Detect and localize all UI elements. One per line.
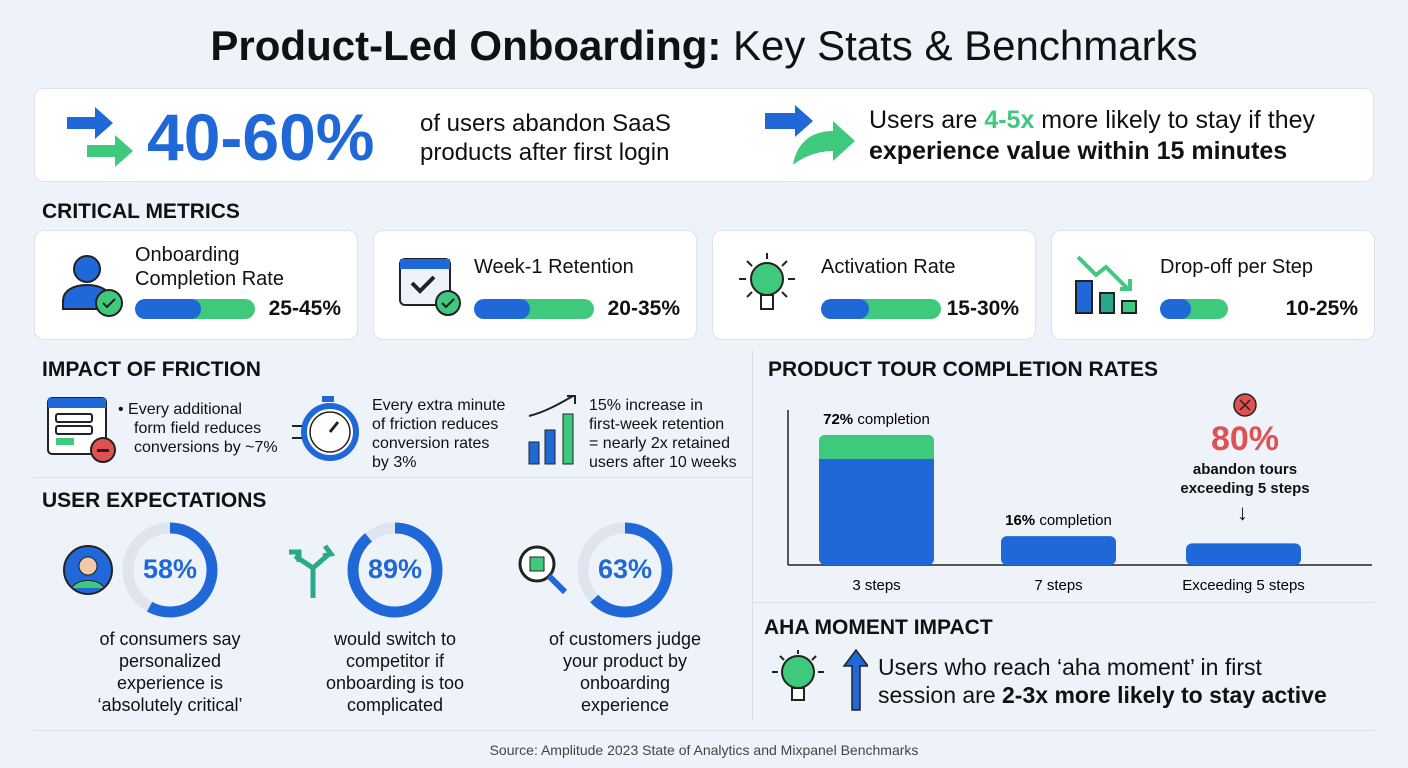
aha-text: Users who reach ‘aha moment’ in first ses… bbox=[878, 654, 1327, 708]
friction-item-minute: Every extra minute of friction reduces con… bbox=[372, 397, 506, 471]
donut-chart bbox=[122, 522, 218, 618]
metric-value: 10-25% bbox=[1285, 297, 1358, 320]
metric-value: 20-35% bbox=[607, 297, 680, 320]
abandon-text: of users abandon SaaS products after firs… bbox=[420, 110, 671, 166]
metric-bar bbox=[821, 299, 941, 319]
source-note: Source: Amplitude 2023 State of Analytic… bbox=[489, 742, 919, 758]
tour-heading: PRODUCT TOUR COMPLETION RATES bbox=[768, 358, 1159, 381]
bar bbox=[1001, 536, 1116, 565]
data-label: 72% completion bbox=[823, 411, 930, 428]
metric-label: Activation Rate bbox=[821, 256, 956, 278]
metric-bar bbox=[1160, 299, 1228, 319]
donut-value: 89% bbox=[367, 554, 423, 584]
page-title: Product-Led Onboarding: Key Stats & Benc… bbox=[210, 22, 1198, 69]
donut-caption: of customers judge your product by onboard… bbox=[548, 629, 702, 715]
x-tick-label: 7 steps bbox=[1034, 577, 1082, 594]
expectations-heading: USER EXPECTATIONS bbox=[42, 489, 267, 512]
metric-card: Drop-off per Step 10-25% bbox=[1051, 230, 1375, 340]
abandon-label: abandon tours exceeding 5 steps bbox=[1180, 461, 1310, 497]
user-check-icon bbox=[62, 255, 123, 317]
friction-heading: IMPACT OF FRICTION bbox=[42, 358, 261, 381]
bar-top-segment bbox=[819, 449, 934, 459]
calendar-check-icon bbox=[399, 258, 461, 316]
lightbulb-icon bbox=[739, 253, 795, 310]
arrows-icon bbox=[67, 107, 133, 167]
abandon-stat: 40-60% bbox=[147, 100, 375, 174]
search-product-icon bbox=[518, 545, 568, 595]
metric-card: Activation Rate 15-30% bbox=[712, 230, 1036, 340]
abandon-pct: 80% bbox=[1210, 420, 1280, 458]
metric-label: Week-1 Retention bbox=[474, 256, 634, 278]
divider bbox=[34, 477, 752, 478]
friction-item-form: • Every additional form field reduces conv… bbox=[118, 401, 278, 456]
divider bbox=[34, 730, 1374, 731]
divider bbox=[752, 602, 1374, 603]
donut-caption: would switch to competitor if onboarding i… bbox=[325, 629, 465, 715]
retention-text: Users are 4-5x more likely to stay if th… bbox=[869, 106, 1316, 165]
growth-chart-icon bbox=[528, 395, 576, 465]
declining-chart-icon bbox=[1075, 255, 1137, 314]
metric-bar bbox=[135, 299, 255, 319]
x-tick-label: Exceeding 5 steps bbox=[1182, 577, 1305, 594]
hero-banner: 40-60% of users abandon SaaS products aft… bbox=[34, 88, 1374, 182]
donut-caption: of consumers say personalized experience i… bbox=[97, 629, 243, 715]
metric-value: 15-30% bbox=[946, 297, 1019, 320]
metric-bar bbox=[474, 299, 594, 319]
donut-chart bbox=[577, 522, 673, 618]
x-tick-label: 3 steps bbox=[852, 577, 900, 594]
critical-metrics-heading: CRITICAL METRICS bbox=[42, 200, 240, 223]
data-label: 16% completion bbox=[1005, 512, 1112, 529]
metric-value: 25-45% bbox=[268, 297, 341, 320]
donut-arc bbox=[347, 522, 443, 618]
bar bbox=[819, 435, 934, 565]
donut-value: 63% bbox=[597, 554, 653, 584]
donut-arc bbox=[122, 522, 218, 618]
metric-label: Onboarding Completion Rate bbox=[135, 244, 284, 290]
bar bbox=[1186, 543, 1301, 565]
donut-chart bbox=[347, 522, 443, 618]
stopwatch-icon bbox=[292, 396, 359, 461]
direction-arrows-icon bbox=[289, 544, 336, 598]
donut-arc bbox=[577, 522, 673, 618]
error-x-icon bbox=[1233, 393, 1257, 417]
lightbulb-up-icon bbox=[772, 648, 868, 711]
metric-card: Onboarding Completion Rate 25-45% bbox=[34, 230, 358, 340]
metric-label: Drop-off per Step bbox=[1160, 256, 1314, 278]
metric-card: Week-1 Retention 20-35% bbox=[373, 230, 697, 340]
down-arrow-icon: ↓ bbox=[1237, 500, 1248, 525]
friction-item-retention: 15% increase in first-week retention = nea… bbox=[589, 397, 737, 471]
curved-arrow-icon bbox=[765, 105, 855, 165]
divider bbox=[752, 350, 753, 720]
person-icon bbox=[63, 545, 113, 595]
donut-value: 58% bbox=[142, 554, 198, 584]
aha-heading: AHA MOMENT IMPACT bbox=[764, 616, 993, 639]
tour-chart: 3 steps 72% completion 7 steps 16% completi… bbox=[787, 410, 1372, 594]
form-remove-icon bbox=[47, 397, 116, 463]
